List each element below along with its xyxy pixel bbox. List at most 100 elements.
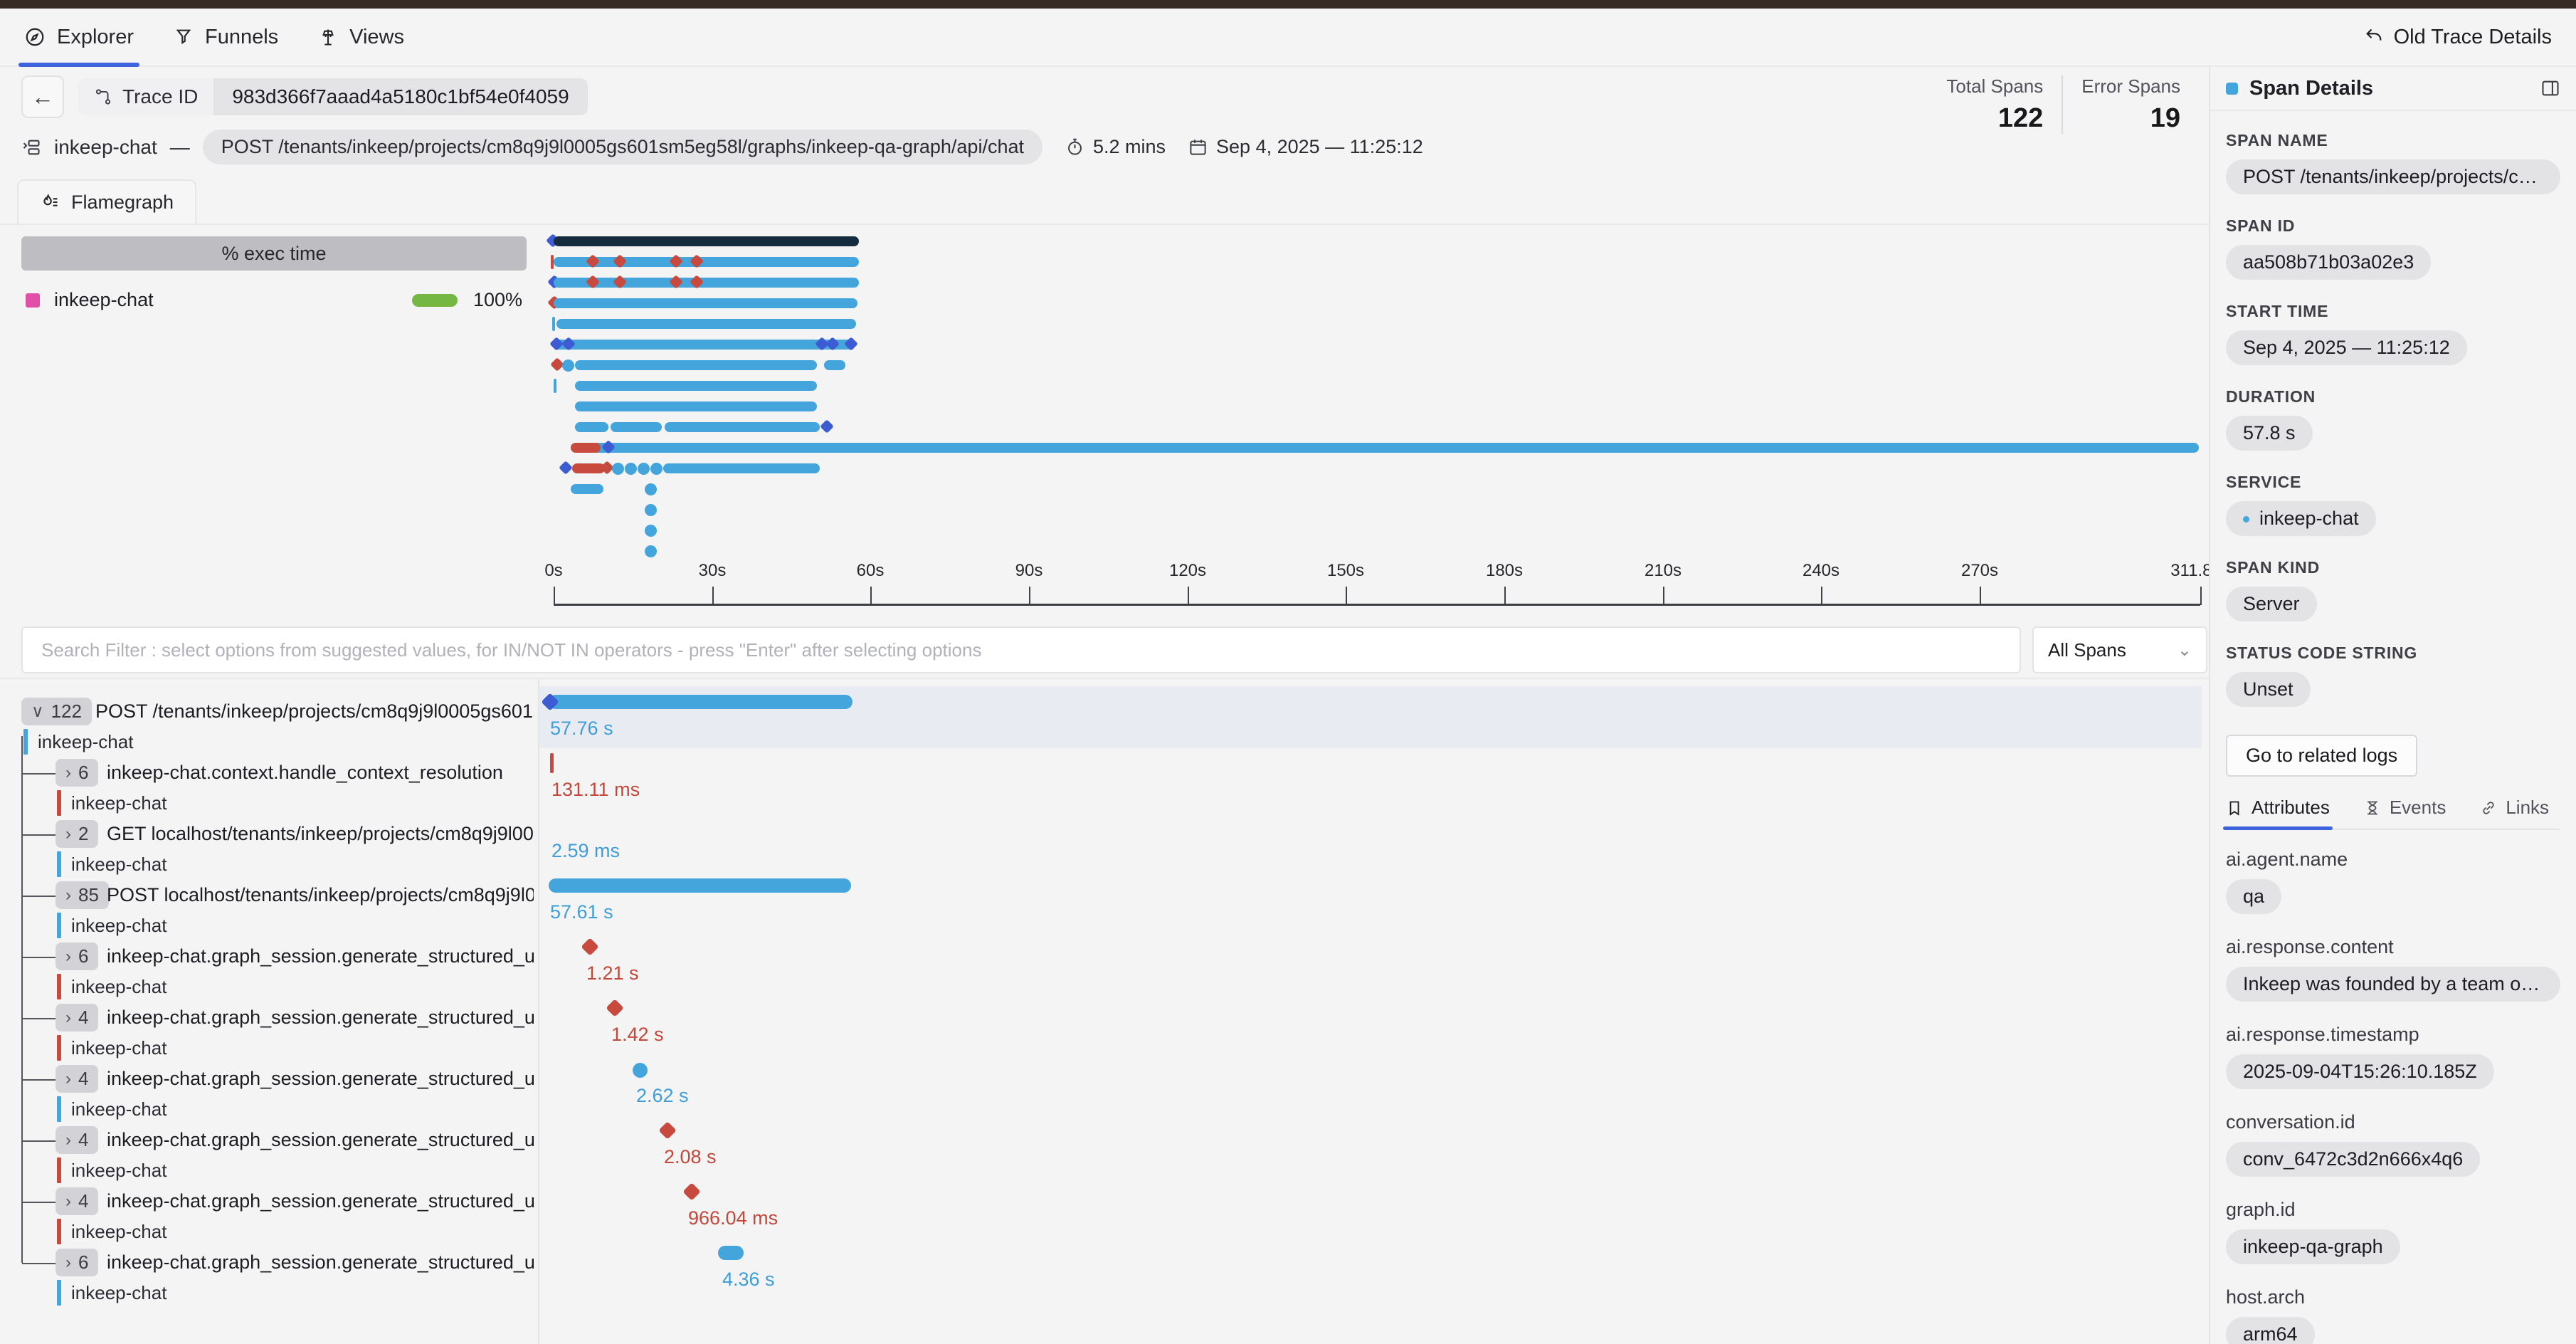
axis-tick-label: 150s [1326, 561, 1365, 580]
field-value-pill: Sep 4, 2025 — 11:25:12 [2226, 330, 2467, 365]
flame-span-bar[interactable] [575, 360, 817, 370]
exec-percent-bar [411, 293, 458, 307]
waterfall-pill-marker[interactable] [718, 1246, 744, 1260]
legend-row-inkeep-chat[interactable]: inkeep-chat 100% [21, 289, 527, 311]
flame-span-bar[interactable] [571, 484, 603, 494]
span-tree-row[interactable]: › 4 inkeep-chat.graph_session.generate_str… [0, 1122, 537, 1183]
span-expand-badge[interactable]: › 85 [56, 881, 109, 909]
flame-circle-marker[interactable] [645, 525, 657, 537]
flame-span-bar[interactable] [575, 422, 608, 432]
waterfall-span-bar[interactable] [549, 695, 852, 709]
exec-time-header[interactable]: % exec time [21, 236, 527, 271]
span-expand-badge[interactable]: › 6 [56, 943, 99, 970]
field-value-pill: aa508b71b03a02e3 [2226, 245, 2432, 280]
flame-diamond-marker[interactable] [559, 461, 573, 475]
axis-tick-mark [1029, 587, 1030, 605]
span-tree-row[interactable]: › 4 inkeep-chat.graph_session.generate_str… [0, 999, 537, 1061]
back-button[interactable]: ← [21, 75, 64, 118]
search-filter-input[interactable] [21, 626, 2021, 673]
flame-tick-marker[interactable] [552, 317, 555, 331]
span-service: inkeep-chat [57, 1280, 167, 1306]
span-expand-badge[interactable]: › 6 [56, 1249, 99, 1276]
span-tree-row[interactable]: › 6 inkeep-chat.graph_session.generate_str… [0, 938, 537, 999]
attribute-value-pill: 2025-09-04T15:26:10.185Z [2226, 1054, 2494, 1089]
waterfall-diamond-marker[interactable] [606, 999, 624, 1017]
service-name-label: inkeep-chat [71, 1281, 167, 1303]
span-tree-row[interactable]: › 85 POST localhost/tenants/inkeep/project… [0, 877, 537, 938]
flame-span-bar[interactable] [665, 422, 820, 432]
span-duration-label: 4.36 s [722, 1269, 775, 1290]
service-name-label: inkeep-chat [38, 730, 134, 752]
attribute-value-pill: qa [2226, 879, 2282, 914]
flame-pill-marker[interactable] [824, 360, 845, 370]
span-expand-badge[interactable]: › 4 [56, 1187, 99, 1215]
waterfall-diamond-marker[interactable] [682, 1182, 701, 1201]
views-icon [318, 27, 338, 47]
flame-span-bar[interactable] [554, 257, 859, 267]
go-to-related-logs-button[interactable]: Go to related logs [2226, 735, 2418, 777]
flame-circle-marker[interactable] [645, 483, 657, 495]
span-scope-select[interactable]: All Spans ⌄ [2032, 626, 2207, 673]
flamegraph-time-axis: 0s 30s 60s 90s 120s 150s 180s 210s 240s 270s 311.8… [541, 561, 2230, 611]
flame-span-bar[interactable] [554, 340, 854, 350]
flame-span-bar[interactable] [554, 278, 859, 288]
axis-tick-label: 60s [856, 561, 885, 580]
span-tree-row[interactable]: ∨ 122 POST /tenants/inkeep/projects/cm8q9j… [0, 693, 537, 755]
trace-id-chip[interactable]: Trace ID 983d366f7aaad4a5180c1bf54e0f405… [78, 78, 588, 115]
flame-span-bar[interactable] [575, 381, 817, 391]
error-spans-stat: Error Spans 19 [2062, 75, 2199, 134]
compass-icon [24, 26, 46, 48]
flame-icon [40, 192, 60, 212]
flame-diamond-marker[interactable] [820, 419, 834, 434]
span-tree-row[interactable]: › 4 inkeep-chat.graph_session.generate_str… [0, 1061, 537, 1122]
axis-tick-label: 0s [544, 561, 563, 580]
span-tree-row[interactable]: › 2 GET localhost/tenants/inkeep/projects/… [0, 816, 537, 877]
flame-circle-marker[interactable] [562, 359, 574, 372]
span-expand-badge[interactable]: › 4 [56, 1065, 99, 1093]
flame-circle-marker[interactable] [612, 463, 624, 475]
span-expand-badge[interactable]: › 6 [56, 759, 99, 787]
flame-span-bar[interactable] [554, 298, 857, 308]
flamegraph-canvas[interactable] [541, 233, 2212, 561]
panel-toggle-icon[interactable] [2540, 78, 2560, 98]
flame-circle-marker[interactable] [625, 463, 637, 475]
waterfall-diamond-marker[interactable] [658, 1121, 677, 1140]
tab-explorer[interactable]: Explorer [19, 9, 139, 67]
flame-circle-marker[interactable] [645, 545, 657, 557]
waterfall-span-bar[interactable] [549, 878, 851, 893]
axis-tick-mark [712, 587, 714, 605]
flame-circle-marker[interactable] [650, 463, 663, 475]
span-tree-row[interactable]: › 4 inkeep-chat.graph_session.generate_str… [0, 1183, 537, 1244]
flame-tick-marker[interactable] [554, 379, 556, 393]
span-expand-badge[interactable]: › 2 [56, 820, 99, 848]
flame-span-bar[interactable] [611, 422, 662, 432]
events-icon [2364, 799, 2381, 817]
flame-span-bar[interactable] [571, 443, 601, 453]
span-expand-badge[interactable]: › 4 [56, 1004, 99, 1031]
waterfall-circle-marker[interactable] [633, 1063, 648, 1078]
waterfall-tick-marker[interactable] [550, 753, 554, 773]
flame-tick-marker[interactable] [551, 255, 554, 269]
flame-circle-marker[interactable] [645, 504, 657, 516]
waterfall-diamond-marker[interactable] [581, 938, 599, 956]
tab-attributes[interactable]: Attributes [2223, 797, 2333, 830]
tab-links[interactable]: Links [2480, 797, 2549, 819]
tab-flamegraph[interactable]: Flamegraph [17, 179, 197, 224]
flame-circle-marker[interactable] [638, 463, 650, 475]
attribute-key: ai.agent.name [2226, 849, 2348, 870]
flame-span-bar[interactable] [572, 463, 605, 473]
flame-span-bar[interactable] [575, 401, 817, 411]
span-tree-row[interactable]: › 6 inkeep-chat.graph_session.generate_str… [0, 1244, 537, 1306]
old-trace-details-link[interactable]: Old Trace Details [2364, 26, 2552, 49]
tab-funnels[interactable]: Funnels [174, 9, 278, 65]
flame-span-bar[interactable] [663, 463, 820, 473]
span-expand-badge[interactable]: › 4 [56, 1126, 99, 1154]
tab-events[interactable]: Events [2364, 797, 2446, 819]
span-tree-row[interactable]: › 6 inkeep-chat.context.handle_context_res… [0, 755, 537, 816]
flame-span-bar[interactable] [554, 236, 859, 246]
calendar-icon [1188, 137, 1208, 157]
flame-span-bar[interactable] [556, 319, 856, 329]
span-expand-badge[interactable]: ∨ 122 [21, 698, 92, 725]
tab-views[interactable]: Views [318, 9, 404, 65]
flame-span-bar[interactable] [571, 443, 2199, 453]
